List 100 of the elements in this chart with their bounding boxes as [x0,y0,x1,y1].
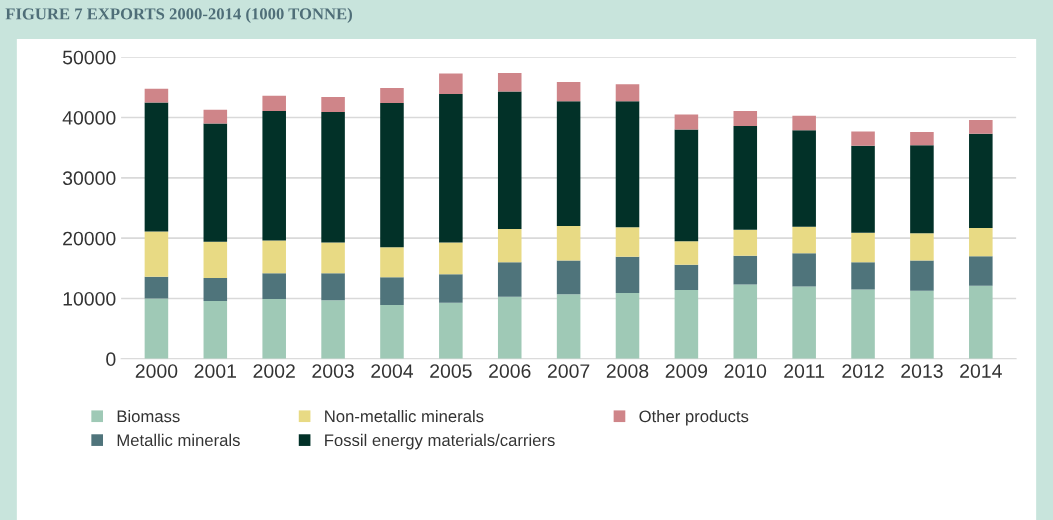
y-tick-label: 10000 [63,291,116,306]
bar [969,133,993,228]
bar [615,293,640,359]
bar [380,247,404,278]
bar [733,229,758,256]
bar [851,145,875,233]
bar [321,112,345,243]
bar [439,302,463,359]
bar [792,226,816,254]
x-tick-label: 2001 [194,364,236,378]
legend-label: Biomass [117,409,180,423]
bar [910,145,934,234]
y-tick-label: 20000 [63,231,116,246]
bar [439,94,463,243]
bar [792,130,816,227]
bar [969,227,993,257]
bar [851,262,875,290]
y-tick-label: 40000 [62,110,116,125]
bar [144,231,169,277]
bar [380,103,404,248]
bar [203,277,228,301]
bar [321,97,345,113]
bar [615,84,640,102]
bar [910,260,934,291]
x-tick-label: 2005 [430,364,472,378]
bar [497,91,522,230]
bar [556,260,581,295]
bar [380,277,404,306]
bar [144,276,169,299]
x-tick-label: 2008 [606,364,649,378]
bar [674,114,699,130]
y-tick-label: 30000 [62,171,116,186]
bar [439,73,463,94]
bar [969,256,993,286]
bar [615,256,640,294]
bar [733,125,758,230]
bar [203,241,228,278]
bar [615,227,640,257]
bar [380,305,404,359]
bar [497,262,522,297]
x-tick-label: 2014 [960,364,1002,378]
bar [969,119,993,134]
x-tick-label: 2006 [489,364,531,378]
x-tick-label: 2010 [724,364,767,378]
legend-label: Metallic minerals [117,433,240,447]
bar [556,101,581,227]
y-tick-label: 50000 [62,50,116,65]
x-tick-label: 2002 [253,364,295,378]
bar [674,290,699,359]
bar [262,95,286,111]
bar [144,88,169,103]
bar [851,131,875,146]
bar [556,294,581,359]
bar [792,253,816,287]
bar [851,232,875,263]
x-tick-label: 2000 [135,364,178,378]
x-tick-label: 2011 [784,364,825,378]
x-tick-label: 2009 [665,364,708,378]
x-tick-label: 2004 [371,364,414,378]
bar [497,296,522,359]
legend-label: Fossil energy materials/carriers [325,433,555,450]
bar [497,72,522,92]
bar [556,81,581,102]
bar [674,264,699,291]
bar [262,273,286,300]
bar [262,110,286,241]
bar [144,102,169,232]
x-tick-label: 2003 [312,364,354,378]
bar [674,241,699,265]
bar [969,285,993,359]
bar [321,300,345,359]
chart-title: FIGURE 7 EXPORTS 2000-2014 (1000 TONNE) [5,7,352,23]
bar [380,87,404,104]
bar [439,242,463,275]
bar [733,255,758,285]
legend-label: Non-metallic minerals [325,409,484,423]
bar [733,284,758,359]
bar [792,286,816,359]
bar [321,242,345,274]
bar [792,115,816,131]
y-tick-label: 0 [106,352,116,367]
x-tick-label: 2013 [901,364,943,378]
bar [910,290,934,359]
bar [556,226,581,261]
bar [733,110,758,126]
legend-label: Other products [639,409,749,426]
bar [851,289,875,359]
bar [321,273,345,301]
bar [203,123,228,242]
bar [674,129,699,242]
bar [203,109,228,124]
bar [203,300,228,359]
bar [497,229,522,263]
bar [439,274,463,303]
bar [910,233,934,261]
bar [144,298,169,359]
x-tick-label: 2007 [547,364,590,378]
bar [262,240,286,274]
bar [910,132,934,146]
bar [615,101,640,228]
